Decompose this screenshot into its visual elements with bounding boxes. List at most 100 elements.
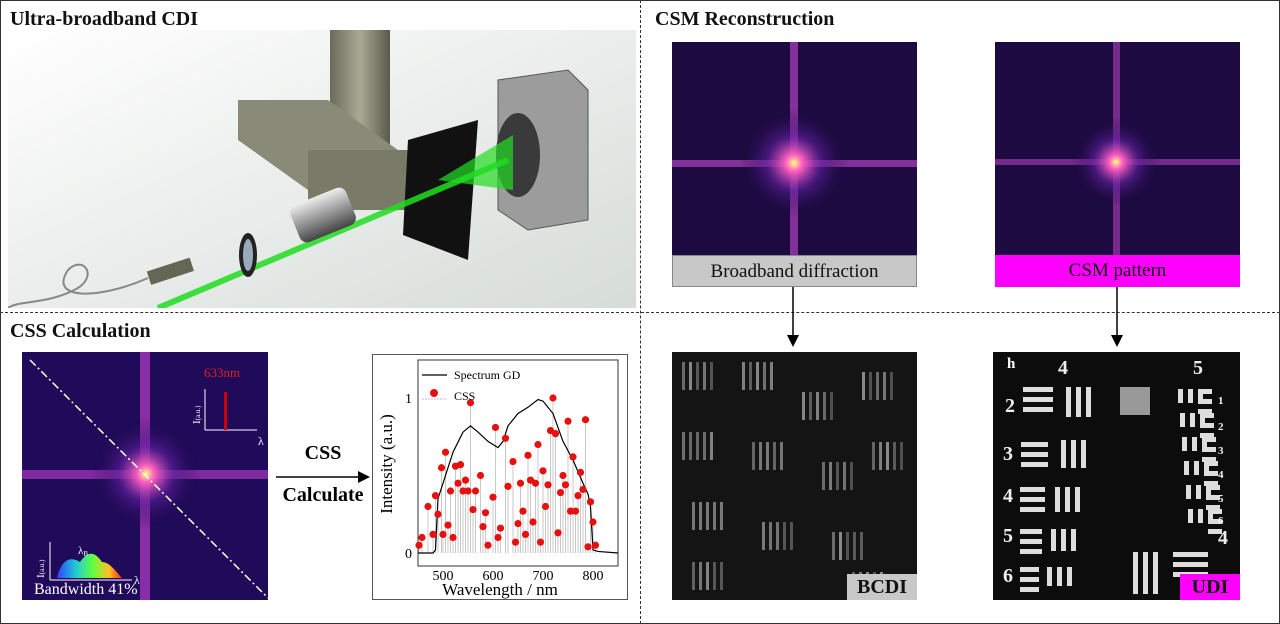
bcdi-bar bbox=[682, 432, 685, 460]
target-bar bbox=[1180, 413, 1185, 427]
bcdi-bar bbox=[773, 442, 776, 470]
bcdi-bar bbox=[830, 392, 833, 420]
target-bar bbox=[1192, 437, 1197, 451]
target-bar bbox=[1023, 407, 1053, 412]
target-bar bbox=[1202, 447, 1216, 452]
bandwidth-label: Bandwidth 41% bbox=[34, 581, 138, 598]
css-point bbox=[504, 483, 511, 490]
target-bar bbox=[1194, 461, 1199, 475]
panel-title-ultra-broadband-cdi: Ultra-broadband CDI bbox=[10, 8, 198, 31]
css-point bbox=[469, 506, 476, 513]
target-bar bbox=[1020, 539, 1042, 544]
bcdi-bar bbox=[890, 372, 893, 400]
target-bar bbox=[1057, 567, 1062, 586]
target-group-number: 4 bbox=[1218, 469, 1224, 481]
bcdi-bar bbox=[763, 362, 766, 390]
css-point bbox=[494, 534, 501, 541]
bcdi-bar bbox=[853, 532, 856, 560]
bcdi-bar bbox=[822, 462, 825, 490]
css-point bbox=[434, 511, 441, 518]
target-bar bbox=[1021, 442, 1048, 447]
target-bar bbox=[1020, 587, 1039, 592]
css-point bbox=[415, 542, 422, 549]
target-bar bbox=[1065, 487, 1070, 512]
bcdi-bar bbox=[762, 522, 765, 550]
target-bar bbox=[1061, 440, 1066, 468]
bcdi-bar bbox=[699, 502, 702, 530]
csm-pattern-label: CSM pattern bbox=[995, 255, 1240, 287]
css-point bbox=[464, 487, 471, 494]
css-point bbox=[477, 472, 484, 479]
target-group-number: 2 bbox=[1218, 421, 1224, 433]
bcdi-tag: BCDI bbox=[847, 574, 917, 600]
bcdi-bar bbox=[699, 562, 702, 590]
target-bar bbox=[1182, 437, 1187, 451]
target-group-number: 2 bbox=[1005, 395, 1015, 417]
target-square bbox=[1120, 387, 1150, 415]
bcdi-bar bbox=[706, 562, 709, 590]
css-point bbox=[462, 477, 469, 484]
bcdi-bar bbox=[862, 372, 865, 400]
css-point bbox=[517, 480, 524, 487]
bcdi-bar bbox=[886, 442, 889, 470]
arrow-down-left bbox=[780, 287, 810, 349]
bcdi-bar bbox=[692, 502, 695, 530]
target-bar bbox=[1143, 552, 1148, 594]
bcdi-bar bbox=[809, 392, 812, 420]
target-bar bbox=[1196, 485, 1201, 499]
target-bar bbox=[1020, 497, 1045, 502]
udi-tag: UDI bbox=[1180, 574, 1240, 600]
target-group-number: 6 bbox=[1003, 565, 1013, 587]
target-bar bbox=[1076, 387, 1081, 417]
bcdi-bar bbox=[696, 432, 699, 460]
target-group-number: 3 bbox=[1218, 445, 1224, 457]
css-point bbox=[497, 525, 504, 532]
target-bar bbox=[1023, 397, 1053, 402]
css-point bbox=[432, 492, 439, 499]
css-point bbox=[572, 508, 579, 515]
cdi-setup-render bbox=[8, 30, 636, 308]
target-bar bbox=[1184, 461, 1189, 475]
target-bar bbox=[1071, 440, 1076, 468]
target-group-number: 6 bbox=[1218, 515, 1224, 527]
css-point bbox=[554, 529, 561, 536]
bcdi-bar bbox=[706, 502, 709, 530]
css-point bbox=[514, 520, 521, 527]
bcdi-bar bbox=[742, 362, 745, 390]
panel-title-csm-reconstruction: CSM Reconstruction bbox=[655, 8, 834, 31]
legend-css: CSS bbox=[454, 389, 475, 403]
bcdi-bar bbox=[689, 362, 692, 390]
bcdi-bar bbox=[703, 362, 706, 390]
css-point bbox=[534, 441, 541, 448]
bcdi-bar bbox=[752, 442, 755, 470]
y-tick-label: 0 bbox=[405, 547, 412, 562]
css-point bbox=[502, 435, 509, 442]
css-point bbox=[544, 481, 551, 488]
bcdi-bar bbox=[703, 432, 706, 460]
target-bar bbox=[1204, 471, 1218, 476]
bcdi-bar bbox=[836, 462, 839, 490]
bcdi-bar bbox=[720, 562, 723, 590]
target-group-number: 1 bbox=[1218, 395, 1224, 407]
css-point bbox=[519, 508, 526, 515]
bcdi-bar bbox=[869, 372, 872, 400]
target-bar bbox=[1067, 567, 1072, 586]
bcdi-bar bbox=[832, 532, 835, 560]
css-calculate-arrow bbox=[276, 470, 370, 484]
css-point bbox=[574, 492, 581, 499]
css-point bbox=[584, 543, 591, 550]
css-point bbox=[587, 498, 594, 505]
css-arrow-label-top: CSS bbox=[276, 442, 370, 465]
panel-title-css-calculation: CSS Calculation bbox=[10, 320, 151, 343]
bcdi-reconstruction-image bbox=[672, 352, 917, 600]
target-bar bbox=[1198, 399, 1212, 404]
target-bar bbox=[1021, 462, 1048, 467]
target-bar bbox=[1198, 509, 1203, 523]
target-group-number: 5 bbox=[1193, 357, 1203, 379]
bcdi-bar bbox=[802, 392, 805, 420]
css-point bbox=[444, 522, 451, 529]
lambda-axis-label: λ bbox=[258, 434, 264, 448]
css-point bbox=[579, 486, 586, 493]
css-point bbox=[447, 487, 454, 494]
css-point bbox=[549, 394, 556, 401]
